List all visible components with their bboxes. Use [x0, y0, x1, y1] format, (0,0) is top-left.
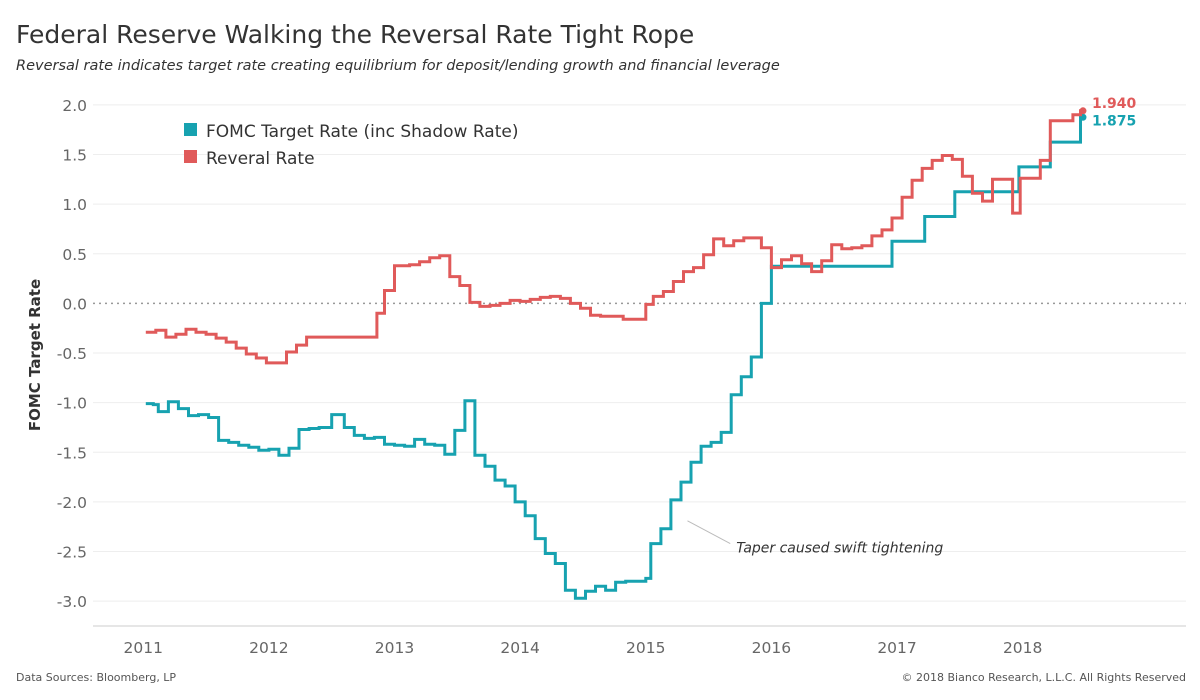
y-tick-label: -3.0: [57, 593, 87, 611]
legend: FOMC Target Rate (inc Shadow Rate) Rever…: [184, 122, 518, 169]
legend-swatch-fomc: [184, 123, 197, 136]
legend-label-fomc: FOMC Target Rate (inc Shadow Rate): [206, 122, 518, 142]
x-tick-label: 2012: [249, 639, 288, 657]
y-tick-label: 0.0: [62, 295, 87, 313]
copyright: © 2018 Bianco Research, L.L.C. All Right…: [901, 671, 1186, 684]
x-tick-label: 2011: [124, 639, 163, 657]
x-tick-label: 2017: [877, 639, 916, 657]
series-line-1: [145, 109, 1083, 365]
annotations: Taper caused swift tightening: [687, 520, 943, 557]
end-label-0: 1.875: [1092, 113, 1136, 129]
page-title: Federal Reserve Walking the Reversal Rat…: [16, 20, 695, 49]
gridlines: [93, 104, 1186, 602]
y-axis-label: FOMC Target Rate: [26, 279, 44, 431]
y-tick-label: -2.5: [57, 544, 87, 562]
x-tick-labels: 2011 2012 2013 2014 2015 2016 2017 2018: [124, 639, 1043, 657]
x-tick-label: 2013: [375, 639, 414, 657]
end-point-1: [1079, 107, 1087, 115]
annotation-text: Taper caused swift tightening: [736, 541, 943, 557]
y-tick-label: 1.0: [62, 196, 87, 214]
legend-label-reversal: Reveral Rate: [206, 149, 315, 169]
y-tick-label: 2.0: [62, 97, 87, 115]
y-tick-label: 1.5: [62, 146, 87, 164]
x-tick-label: 2015: [626, 639, 665, 657]
page-subtitle: Reversal rate indicates target rate crea…: [16, 58, 780, 74]
x-tick-label: 2018: [1003, 639, 1042, 657]
data-source: Data Sources: Bloomberg, LP: [16, 671, 177, 684]
x-tick-label: 2016: [752, 639, 791, 657]
y-tick-label: -0.5: [57, 345, 87, 363]
legend-swatch-reversal: [184, 150, 197, 163]
y-tick-label: 0.5: [62, 246, 87, 264]
annotation-line: [687, 520, 731, 545]
y-tick-labels: -3.0 -2.5 -2.0 -1.5 -1.0 -0.5 0.0 0.5 1.0 1.5 2.0: [57, 97, 87, 611]
y-tick-label: -1.0: [57, 395, 87, 413]
y-tick-label: -2.0: [57, 494, 87, 512]
y-tick-label: -1.5: [57, 444, 87, 462]
x-tick-label: 2014: [500, 639, 539, 657]
end-label-1: 1.940: [1092, 96, 1137, 112]
series-line-0: [145, 115, 1083, 600]
